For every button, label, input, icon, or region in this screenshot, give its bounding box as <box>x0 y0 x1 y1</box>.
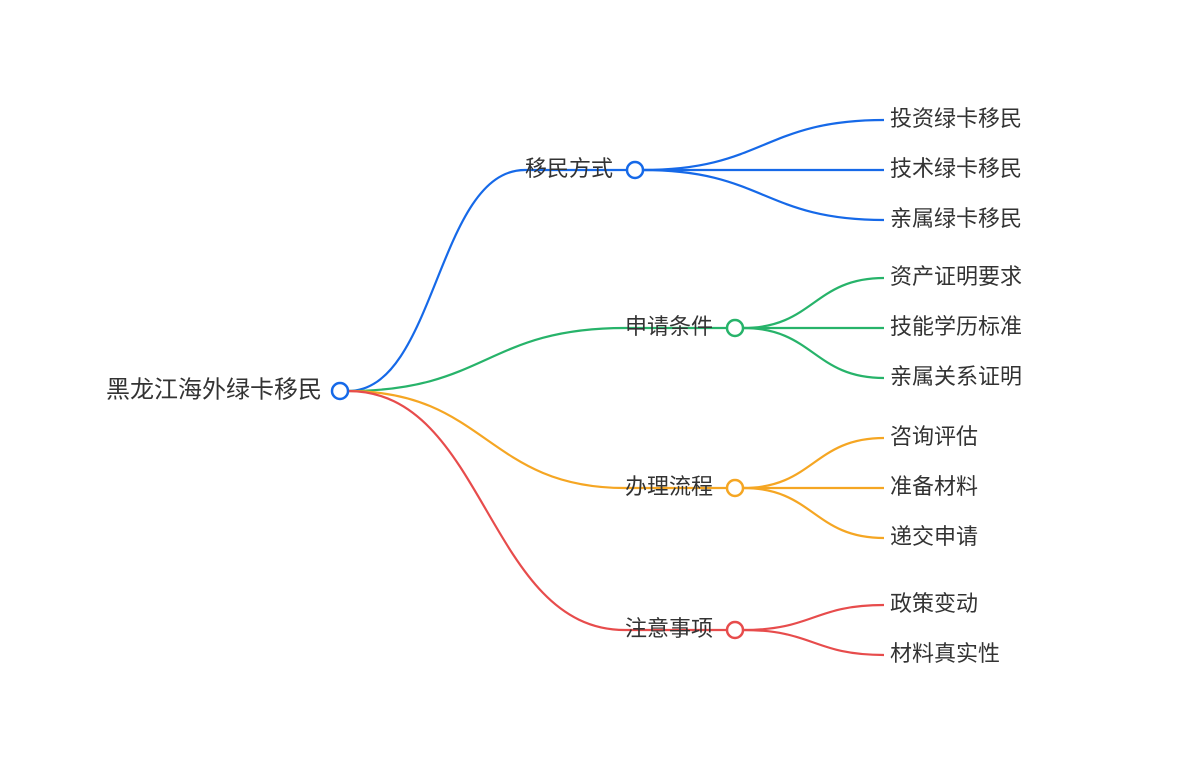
leaf-label-b1l1: 投资绿卡移民 <box>890 106 1022 131</box>
edge-root-to-b4 <box>348 391 625 630</box>
leaf-label-b1l3: 亲属绿卡移民 <box>890 206 1022 231</box>
edge-b3-to-b3l3 <box>743 488 884 538</box>
leaf-label-b1l2: 技术绿卡移民 <box>890 156 1022 181</box>
leaf-label-b2l1: 资产证明要求 <box>890 264 1022 289</box>
branch-node-b3 <box>727 480 743 496</box>
branch-node-b2 <box>727 320 743 336</box>
leaf-label-b4l2: 材料真实性 <box>890 641 1000 666</box>
edge-b2-to-b2l1 <box>743 278 884 328</box>
branch-label-b1: 移民方式 <box>525 156 613 181</box>
edge-root-to-b1 <box>348 170 525 391</box>
nodes-group: 黑龙江海外绿卡移民 移民方式 投资绿卡移民技术绿卡移民亲属绿卡移民申请条件 资产证明要… <box>106 106 1022 666</box>
edges-group <box>348 120 884 655</box>
leaf-label-b2l3: 亲属关系证明 <box>890 364 1022 389</box>
mindmap-diagram: 黑龙江海外绿卡移民 移民方式 投资绿卡移民技术绿卡移民亲属绿卡移民申请条件 资产证明要… <box>0 0 1192 782</box>
branch-label-b2: 申请条件 <box>625 314 713 339</box>
leaf-label-b2l2: 技能学历标准 <box>890 314 1022 339</box>
branch-node-b1 <box>627 162 643 178</box>
leaf-label-b3l2: 准备材料 <box>890 474 978 499</box>
leaf-label-b4l1: 政策变动 <box>890 591 978 616</box>
branch-node-b4 <box>727 622 743 638</box>
edge-root-to-b3 <box>348 391 625 488</box>
edge-b3-to-b3l1 <box>743 438 884 488</box>
edge-b4-to-b4l1 <box>743 605 884 630</box>
root-label: 黑龙江海外绿卡移民 <box>106 376 322 403</box>
edge-b1-to-b1l3 <box>643 170 884 220</box>
edge-root-to-b2 <box>348 328 625 391</box>
edge-b1-to-b1l1 <box>643 120 884 170</box>
branch-label-b3: 办理流程 <box>625 474 713 499</box>
leaf-label-b3l1: 咨询评估 <box>890 424 978 449</box>
edge-b2-to-b2l3 <box>743 328 884 378</box>
root-node <box>332 383 348 399</box>
leaf-label-b3l3: 递交申请 <box>890 524 978 549</box>
edge-b4-to-b4l2 <box>743 630 884 655</box>
branch-label-b4: 注意事项 <box>625 616 713 641</box>
